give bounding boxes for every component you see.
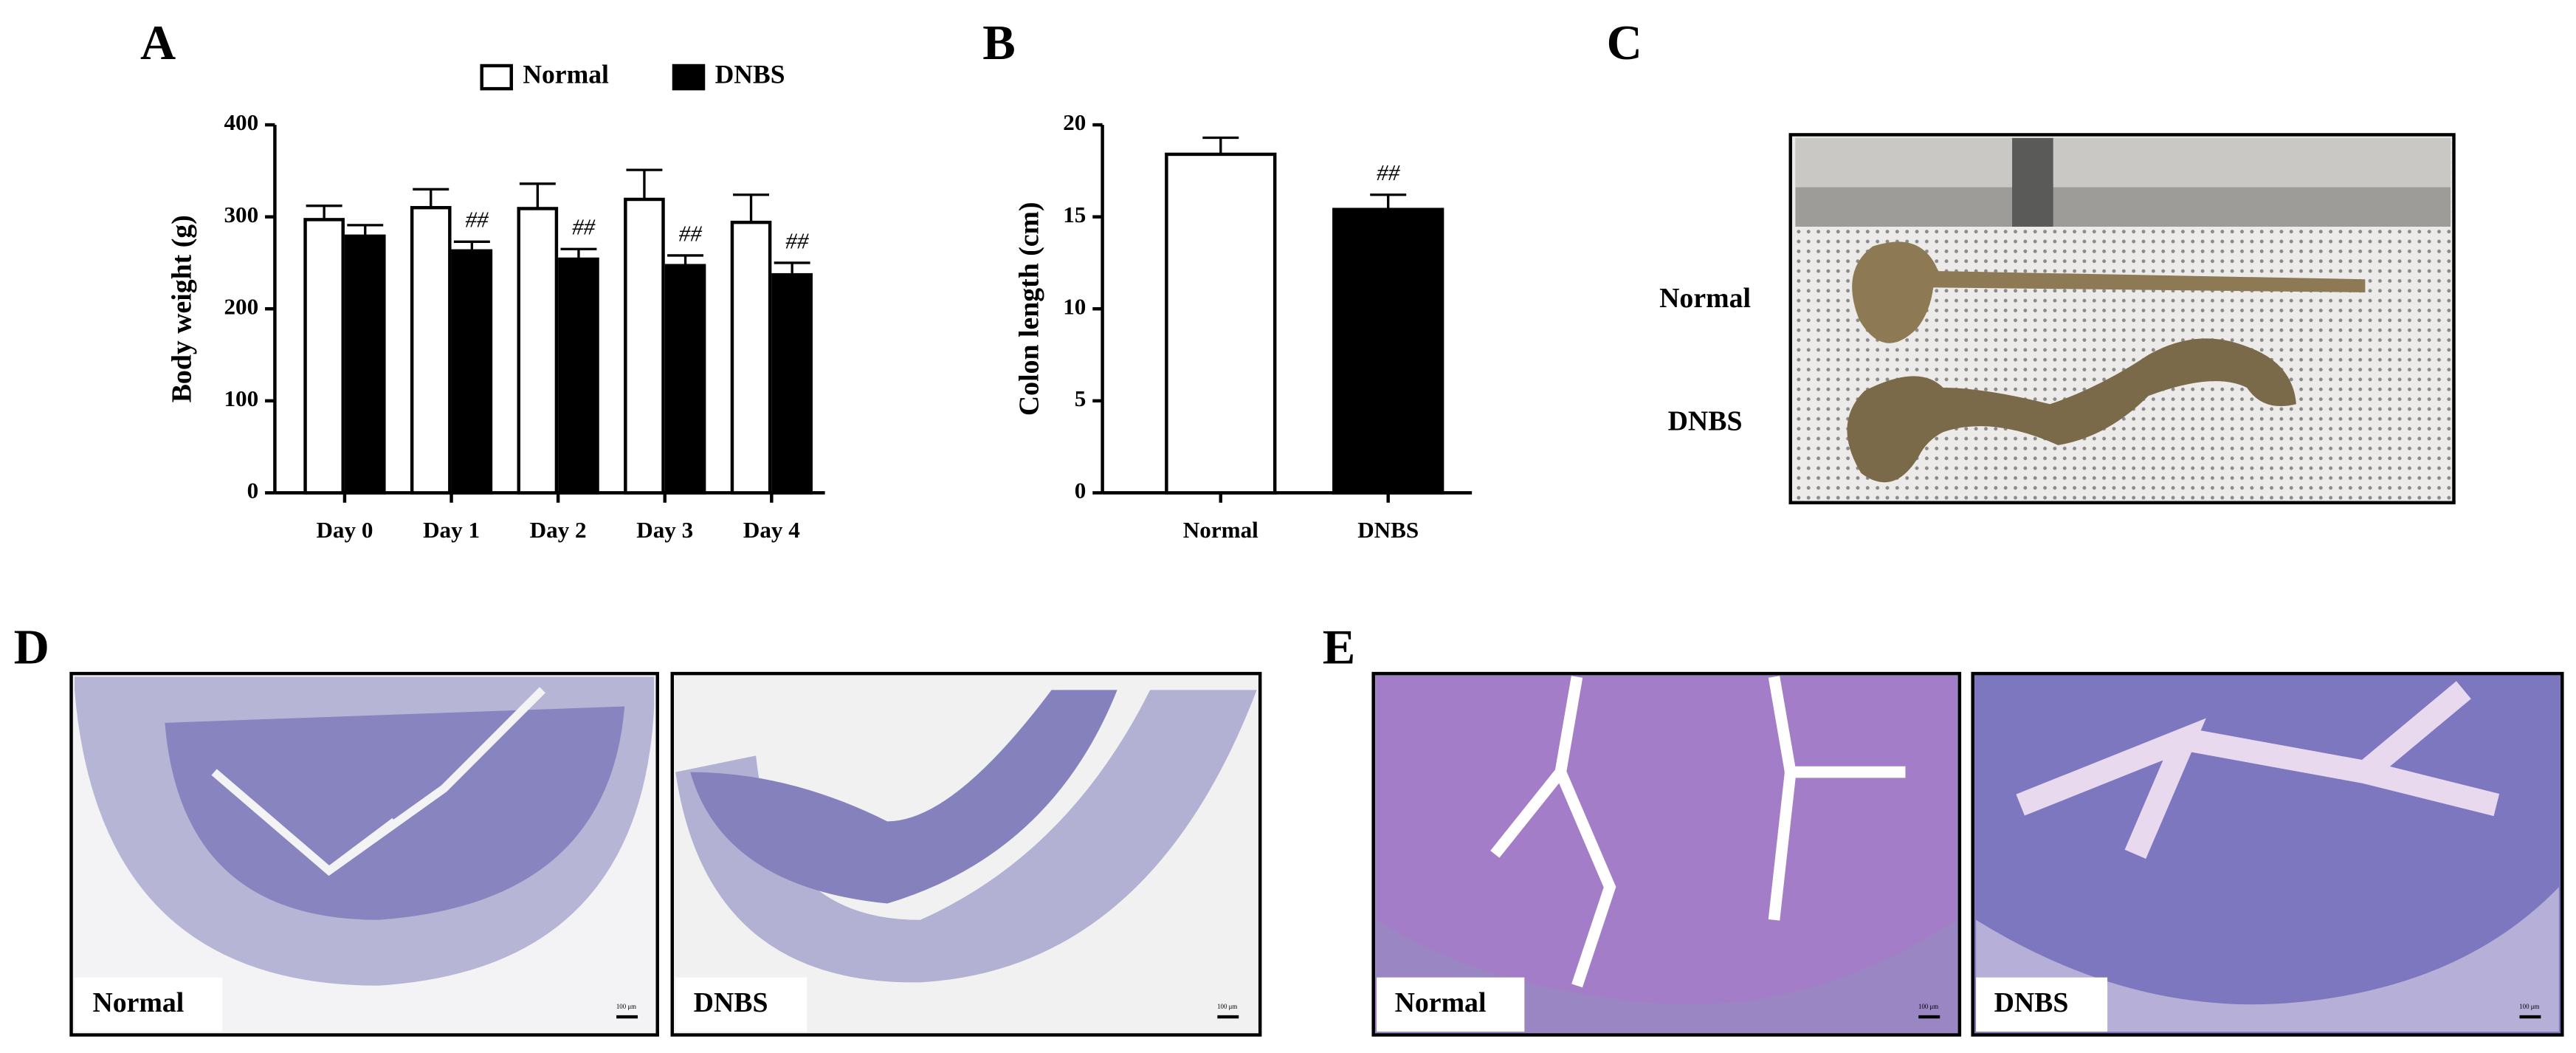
bar bbox=[730, 220, 772, 495]
y-tick-label: 100 bbox=[224, 385, 258, 411]
y-axis-title: Body weight (g) bbox=[167, 215, 198, 402]
significance-label: ## bbox=[465, 207, 489, 233]
bar bbox=[517, 207, 559, 495]
photo-c: Normal DNBS bbox=[1659, 133, 2456, 504]
legend-label: DNBS bbox=[715, 60, 785, 89]
photo-label: Normal bbox=[1659, 283, 1751, 314]
y-tick-label: 20 bbox=[1063, 109, 1086, 135]
photo-label: DNBS bbox=[1994, 987, 2069, 1018]
panel-letter: B bbox=[982, 16, 1016, 70]
significance-label: ## bbox=[572, 214, 596, 240]
significance-label: ## bbox=[679, 220, 703, 246]
significance-label: ## bbox=[1377, 160, 1401, 185]
y-tick-label: 0 bbox=[1075, 478, 1086, 504]
scale-bar-label: 100 μm bbox=[616, 1003, 636, 1010]
y-tick-label: 5 bbox=[1075, 385, 1086, 411]
legend-swatch bbox=[672, 64, 706, 91]
panel-letter: D bbox=[14, 620, 49, 674]
bar bbox=[771, 272, 813, 495]
x-tick-label: Day 3 bbox=[636, 517, 693, 543]
scale-bar-label: 100 μm bbox=[1918, 1003, 1938, 1010]
legend-swatch bbox=[480, 64, 513, 91]
y-tick-label: 0 bbox=[247, 478, 259, 504]
bar bbox=[344, 234, 386, 495]
panel-letter: E bbox=[1323, 620, 1356, 674]
bar bbox=[1165, 152, 1277, 495]
x-tick-label: Day 1 bbox=[423, 517, 480, 543]
photo-label: DNBS bbox=[694, 987, 768, 1018]
photo-d: Normal DNBS 100 μm 100 μm bbox=[69, 671, 1262, 1037]
bar bbox=[624, 197, 665, 495]
x-tick-label: Day 2 bbox=[530, 517, 587, 543]
photo-label: DNBS bbox=[1668, 406, 1743, 437]
scale-bar-label: 100 μm bbox=[2519, 1003, 2539, 1010]
y-tick-label: 200 bbox=[224, 293, 258, 319]
photo-label: Normal bbox=[92, 987, 184, 1018]
panel-letter: A bbox=[140, 16, 176, 70]
scale-bar-label: 100 μm bbox=[1217, 1003, 1237, 1010]
x-tick-label: Day 0 bbox=[316, 517, 373, 543]
bar bbox=[558, 257, 599, 495]
bar bbox=[303, 218, 345, 495]
y-axis-title: Colon length (cm) bbox=[1014, 202, 1045, 416]
panel-letter: C bbox=[1607, 16, 1642, 70]
bar bbox=[410, 205, 452, 495]
legend-label: Normal bbox=[523, 60, 609, 89]
x-tick-label: DNBS bbox=[1357, 517, 1419, 543]
x-tick-label: Normal bbox=[1183, 517, 1258, 543]
photo-label: Normal bbox=[1395, 987, 1487, 1018]
bar bbox=[451, 249, 493, 495]
photo-e: Normal DNBS 100 μm 100 μm bbox=[1371, 671, 2564, 1037]
bar bbox=[664, 264, 706, 495]
bar bbox=[1332, 207, 1444, 495]
y-tick-label: 300 bbox=[224, 202, 258, 227]
y-tick-label: 15 bbox=[1063, 202, 1086, 227]
y-tick-label: 400 bbox=[224, 109, 258, 135]
y-tick-label: 10 bbox=[1063, 293, 1086, 319]
significance-label: ## bbox=[785, 227, 810, 253]
x-tick-label: Day 4 bbox=[743, 517, 800, 543]
